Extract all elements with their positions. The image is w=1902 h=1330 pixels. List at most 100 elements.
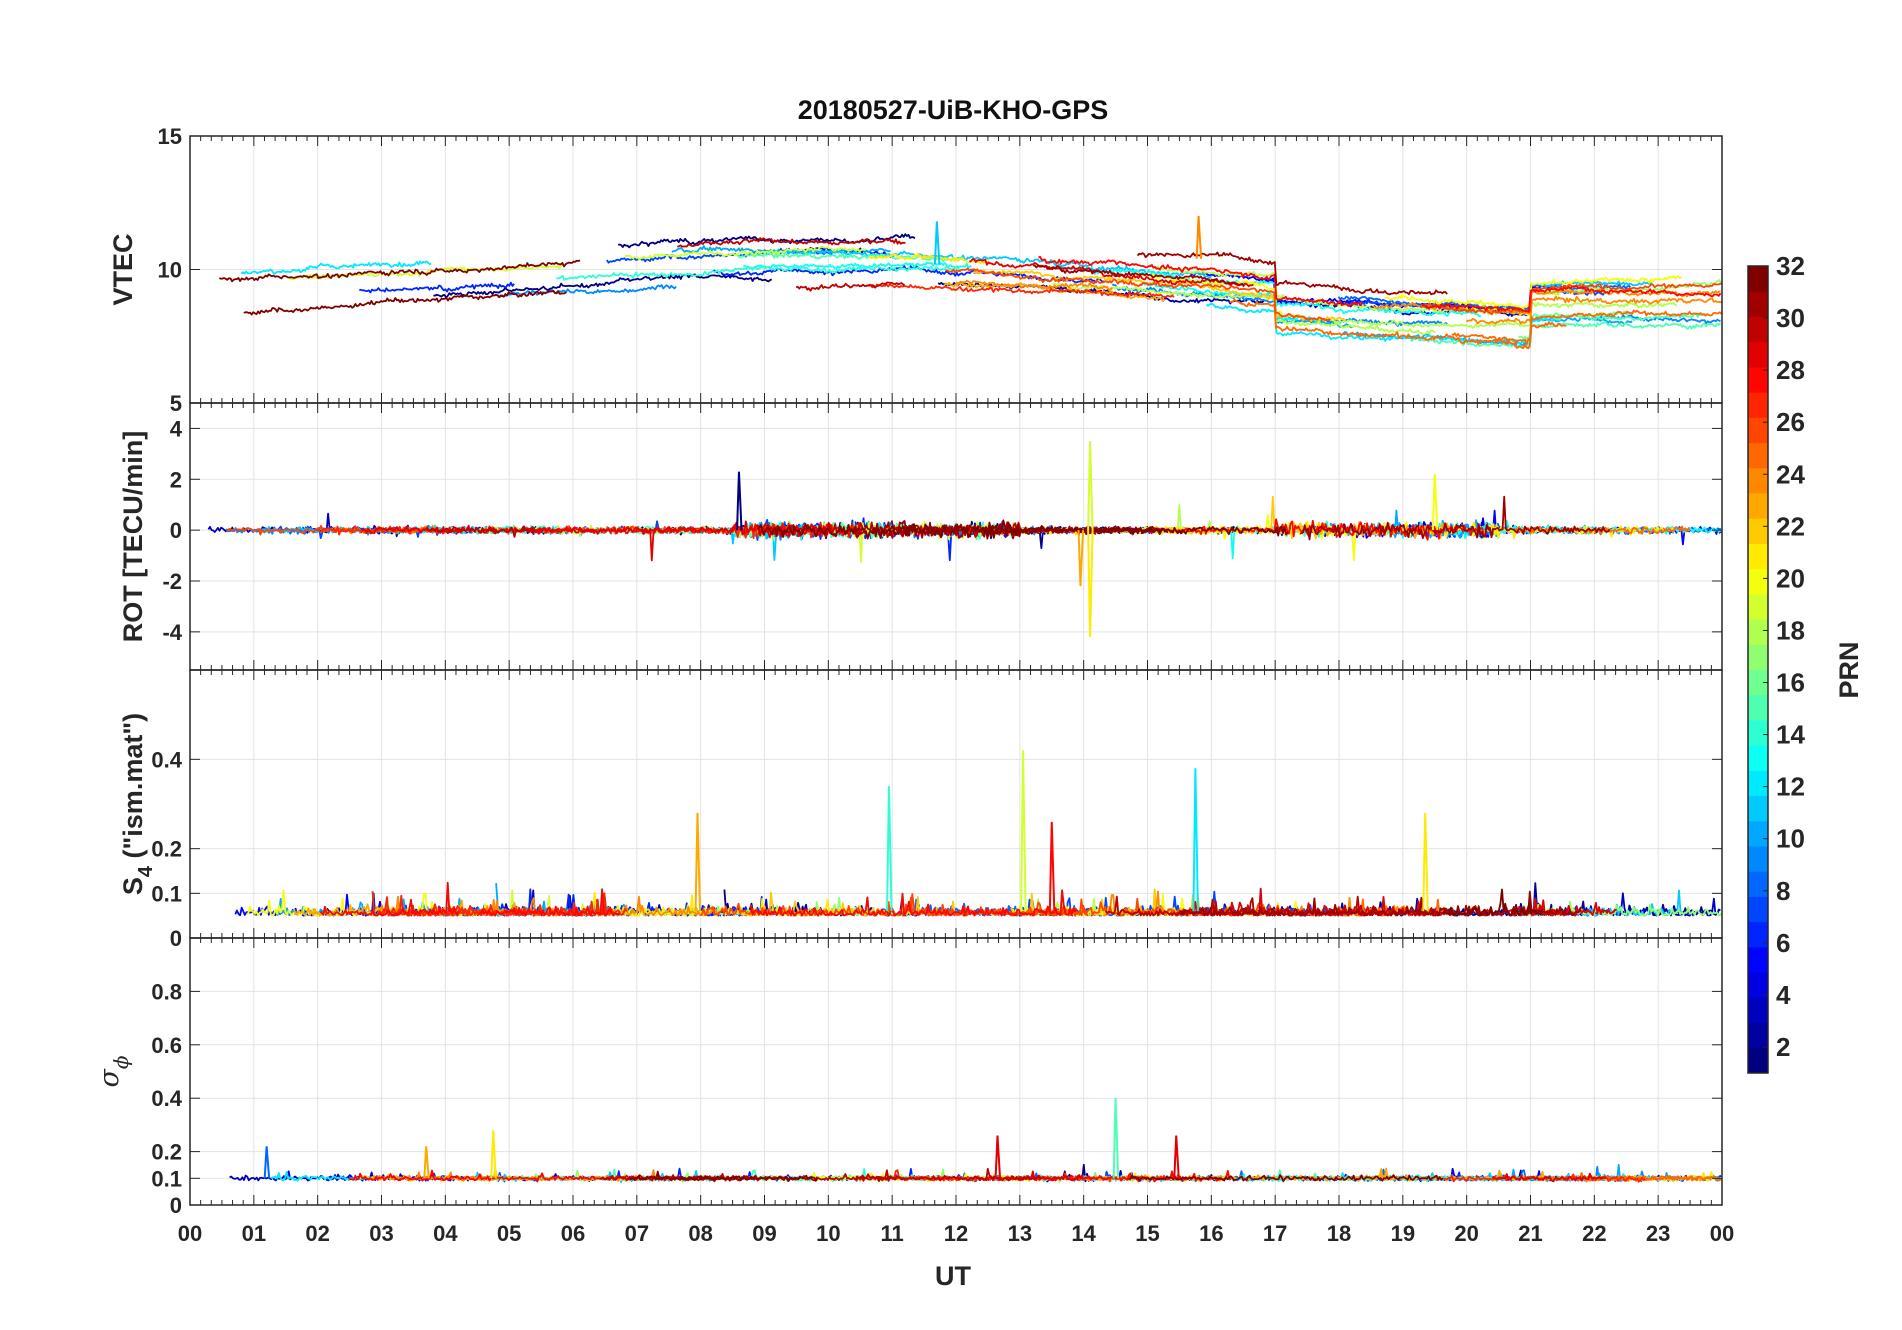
colorbar-swatch [1748, 1022, 1768, 1049]
x-tick-label: 23 [1646, 1221, 1670, 1246]
colorbar-swatch [1748, 492, 1768, 519]
colorbar-tick-label: 22 [1776, 511, 1805, 541]
colorbar-swatch [1748, 417, 1768, 444]
trace-prn-31 [1299, 495, 1611, 541]
y-axis-label-rot: ROT [TECU/min] [118, 431, 148, 642]
y-tick-label: 0.1 [151, 1166, 182, 1191]
x-tick-label: 13 [1008, 1221, 1032, 1246]
y-axis-label-sub: ϕ [109, 1055, 133, 1069]
trace-prn-20 [1384, 275, 1683, 309]
trace-prn-24 [955, 279, 1113, 292]
trace-prn-32 [627, 1170, 819, 1182]
y-tick-label: 0.4 [151, 1086, 182, 1111]
x-tick-label: 02 [305, 1221, 329, 1246]
colorbar-tick-label: 8 [1776, 876, 1790, 906]
x-tick-label: 11 [881, 1221, 904, 1246]
colorbar-swatch [1748, 442, 1768, 469]
colorbar-swatch [1748, 997, 1768, 1024]
y-tick-label: -2 [162, 569, 182, 594]
x-tick-label: 08 [688, 1221, 712, 1246]
peak-event [1077, 530, 1085, 587]
colorbar-tick-label: 4 [1776, 980, 1791, 1010]
peak-event [933, 221, 941, 265]
colorbar-tick-label: 12 [1776, 772, 1805, 802]
colorbar-swatch [1748, 392, 1768, 418]
trace-prn-15 [1410, 320, 1722, 349]
y-axis-label-s4: S4 ("ism.mat") [118, 713, 157, 895]
x-tick-label: 19 [1391, 1221, 1415, 1246]
colorbar-swatch [1748, 820, 1768, 847]
trace-prn-18 [1318, 301, 1678, 329]
colorbar-tick-label: 32 [1776, 251, 1805, 281]
panel-sigma-phi: 00.10.2 0.4 0.6 0.8 σϕ 00 01 02 03 04 05 06 07 08 09 10… [94, 937, 1734, 1246]
trace-prn-26 [945, 267, 1331, 322]
colorbar-swatch [1748, 1047, 1768, 1074]
x-tick-label: 04 [433, 1221, 458, 1246]
y-tick-label: 0.6 [151, 1033, 182, 1058]
colorbar-swatch [1748, 669, 1768, 696]
x-tick-label: 00 [1710, 1221, 1734, 1246]
colorbar-tick-label: 2 [1776, 1032, 1790, 1062]
trace-prn-11 [1540, 280, 1653, 288]
trace-prn-32 [1442, 888, 1544, 917]
trace-prn-28 [750, 889, 1078, 917]
trace-prn-32 [218, 259, 581, 283]
colorbar-tick-label: 14 [1776, 720, 1805, 750]
y-axis-label-vtec: VTEC [108, 233, 138, 305]
trace-prn-14 [556, 264, 963, 282]
trace-prn-13 [743, 261, 972, 270]
y-tick-label: 0.4 [151, 747, 182, 772]
x-tick-label: 09 [752, 1221, 776, 1246]
colorbar-tick-label: 20 [1776, 563, 1805, 593]
colorbar-tick-label: 10 [1776, 824, 1805, 854]
trace-prn-18 [1052, 282, 1436, 336]
colorbar-swatch [1748, 745, 1768, 771]
colorbar-swatch [1748, 467, 1768, 494]
x-tick-label: 18 [1327, 1221, 1351, 1246]
colorbar-swatch [1748, 921, 1768, 948]
trace-prn-30 [854, 1167, 1042, 1182]
trace-prn-9 [493, 284, 677, 298]
colorbar-swatch [1748, 619, 1768, 645]
colorbar-swatch [1748, 366, 1768, 393]
peak-event [736, 471, 743, 531]
colorbar-swatch [1748, 846, 1768, 872]
trace-prn-20 [1133, 271, 1284, 315]
trace-prn-32 [757, 519, 1169, 540]
traces-sigma_phi [229, 1098, 1722, 1183]
peak-event [1112, 1098, 1120, 1179]
x-ticks-rot [189, 403, 1723, 670]
x-ticks-sigma_phi [189, 938, 1723, 1205]
peak-event [1048, 821, 1056, 912]
panel-vtec: 5 10 15 VTEC [108, 124, 1723, 416]
trace-prn-30 [677, 237, 906, 248]
trace-prn-31 [1179, 890, 1582, 917]
colorbar-tick-label: 16 [1776, 668, 1805, 698]
colorbar-swatch [1748, 316, 1768, 343]
trace-prn-1 [433, 273, 773, 299]
trace-prn-13 [1139, 281, 1318, 323]
colorbar-tick-label: 18 [1776, 615, 1805, 645]
colorbar-label: PRN [1834, 641, 1864, 698]
colorbar-tick-label: 24 [1776, 459, 1805, 489]
peak-event [263, 1146, 271, 1179]
trace-prn-24 [1466, 295, 1722, 325]
x-tick-label: 14 [1071, 1221, 1096, 1246]
peak-event [423, 1146, 430, 1179]
x-tick-label: 01 [242, 1221, 266, 1246]
peak-event [1431, 474, 1439, 531]
y-axis-label-sub: 4 [135, 865, 157, 877]
trace-prn-27 [377, 892, 628, 917]
x-ticks-vtec [189, 136, 1723, 403]
trace-prn-31 [656, 1174, 756, 1182]
colorbar-swatch [1748, 694, 1768, 721]
trace-prn-30 [795, 281, 906, 292]
colorbar-swatch [1748, 341, 1768, 368]
peak-event [490, 1130, 497, 1179]
peak-event [1173, 1135, 1180, 1179]
trace-prn-32 [1128, 1174, 1444, 1183]
grid-s4 [189, 670, 1723, 939]
colorbar-swatch [1748, 972, 1768, 998]
y-tick-label: 0 [170, 1193, 182, 1218]
y-tick-label: 0.8 [151, 979, 182, 1004]
